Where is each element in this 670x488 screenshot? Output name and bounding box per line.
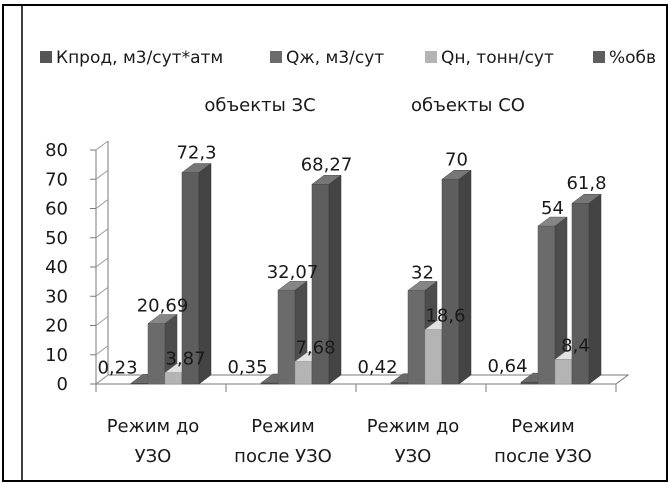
- bar-side: [458, 169, 472, 385]
- y-tick-depth: [95, 140, 109, 151]
- category-label: Режим до: [367, 416, 460, 437]
- outer-border: [2, 4, 668, 482]
- y-tick-depth: [95, 257, 109, 268]
- bar-front: [294, 361, 313, 385]
- data-label: 70: [445, 149, 468, 170]
- bar: [311, 174, 342, 385]
- y-tick-depth: [95, 286, 109, 297]
- y-tick-label: 30: [45, 286, 68, 307]
- bar-front: [571, 202, 590, 385]
- category-label: после УЗО: [494, 446, 592, 467]
- y-tick-depth: [95, 199, 109, 209]
- axes: 0 10 20 30 40 50 60 70 80: [45, 140, 630, 395]
- legend-label: Qн, тонн/сут: [441, 48, 554, 68]
- bar-front: [424, 329, 443, 385]
- category-labels: Режим до УЗО Режим после УЗО Режим до УЗО Режи…: [107, 416, 592, 467]
- bar-front: [537, 225, 556, 385]
- data-label: 0,42: [357, 357, 397, 378]
- data-label: 0,64: [487, 356, 527, 377]
- bar: [537, 216, 568, 385]
- bar: [441, 169, 472, 385]
- legend-label: Кпрод, м3/сут*атм: [56, 48, 223, 68]
- group-labels: объекты ЗС объекты СО: [204, 95, 525, 116]
- category-label: после УЗО: [234, 446, 332, 467]
- bar-front: [554, 359, 573, 385]
- bar-front: [277, 289, 296, 385]
- bar-side: [198, 163, 212, 385]
- y-tick-depth: [95, 345, 109, 356]
- y-tick-depth: [95, 316, 109, 326]
- data-label: 18,6: [425, 306, 465, 327]
- data-label: 20,69: [137, 295, 189, 316]
- data-label: 7,68: [295, 338, 335, 359]
- category-label: Режим: [511, 416, 574, 437]
- bar: [181, 163, 212, 385]
- y-tick-label: 40: [45, 257, 68, 278]
- data-label: 32: [411, 262, 434, 283]
- legend-swatch: [425, 51, 437, 63]
- y-tick-label: 80: [45, 140, 68, 161]
- bar-front: [147, 323, 166, 385]
- y-tick-label: 10: [45, 345, 68, 366]
- legend-swatch: [40, 51, 52, 63]
- data-label: 54: [541, 198, 564, 219]
- legend-swatch: [593, 51, 605, 63]
- bar-front: [407, 290, 426, 385]
- y-tick-label: 70: [45, 169, 68, 190]
- legend-swatch: [270, 51, 282, 63]
- y-tick-depth: [95, 374, 109, 385]
- group-label: объекты ЗС: [204, 95, 315, 116]
- y-tick-label: 20: [45, 316, 68, 337]
- legend-label: Qж, м3/сут: [286, 48, 384, 68]
- data-label: 3,87: [165, 349, 205, 370]
- category-label: УЗО: [135, 446, 172, 467]
- bar-front: [164, 372, 183, 385]
- y-tick-depth: [95, 169, 109, 180]
- category-label: Режим: [251, 416, 314, 437]
- y-tick-label: 50: [45, 228, 68, 249]
- data-label: 8,4: [561, 335, 590, 356]
- data-label: 0,23: [97, 357, 137, 378]
- bar-front: [441, 179, 460, 385]
- bar-side: [588, 193, 602, 385]
- group-label: объекты СО: [411, 95, 525, 116]
- y-tick-depth: [95, 228, 109, 239]
- data-label: 72,3: [176, 143, 216, 164]
- legend-label: %обв: [609, 48, 656, 68]
- data-label: 0,35: [227, 357, 267, 378]
- bars: [130, 163, 602, 385]
- bar: [571, 193, 602, 385]
- legend: Кпрод, м3/сут*атм Qж, м3/сут Qн, тонн/сут%…: [40, 48, 656, 68]
- y-tick-label: 60: [45, 199, 68, 220]
- category-label: Режим до: [107, 416, 200, 437]
- value-labels: 0,23 20,69 3,87 72,3 0,35 32,07 7,68 68,27 0,42 3…: [97, 143, 606, 379]
- data-label: 32,07: [267, 262, 319, 283]
- data-label: 61,8: [566, 173, 606, 194]
- category-label: УЗО: [395, 446, 432, 467]
- data-label: 68,27: [301, 154, 353, 175]
- bar: [147, 313, 178, 385]
- y-tick-label: 0: [57, 374, 68, 395]
- bar-side: [328, 174, 342, 385]
- bar-front: [520, 381, 539, 385]
